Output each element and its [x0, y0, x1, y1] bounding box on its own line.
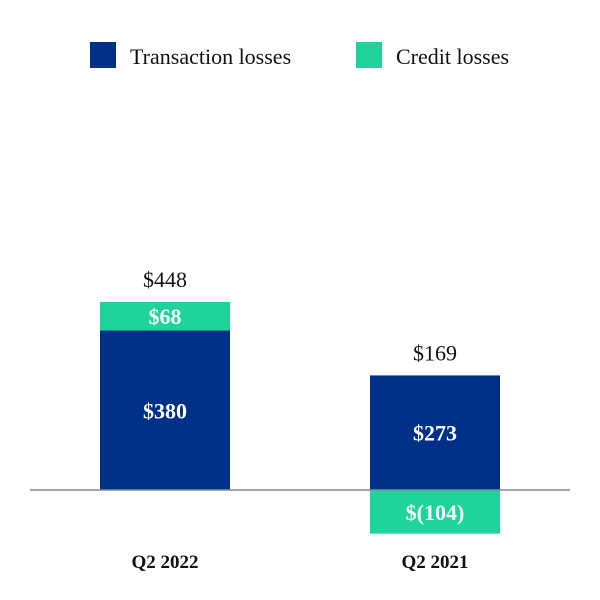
- bar-transaction-losses-q2-2022: [100, 330, 230, 490]
- category-label-q2-2021: Q2 2021: [401, 552, 468, 573]
- legend-label-credit-losses: Credit losses: [396, 44, 509, 69]
- data-label-transaction-losses-q2-2022: $380: [143, 398, 187, 423]
- category-label-q2-2022: Q2 2022: [131, 552, 198, 573]
- total-label-q2-2021: $169: [413, 340, 457, 365]
- chart-legend: Transaction losses Credit losses: [90, 42, 509, 69]
- data-label-credit-losses-q2-2021: $(104): [406, 500, 465, 525]
- bar-transaction-losses-q2-2021: [370, 375, 500, 490]
- total-label-q2-2022: $448: [143, 267, 187, 292]
- legend-swatch-credit-losses: [356, 42, 382, 68]
- bar-credit-losses-q2-2021: [370, 490, 500, 534]
- data-label-credit-losses-q2-2022: $68: [149, 304, 182, 329]
- legend-swatch-transaction-losses: [90, 42, 116, 68]
- plot-area: $380 $68 $448 Q2 2022 $273 $(104) $169 Q2 2021: [30, 267, 570, 573]
- legend-label-transaction-losses: Transaction losses: [130, 44, 291, 69]
- bar-credit-losses-q2-2022: [100, 301, 230, 331]
- data-label-transaction-losses-q2-2021: $273: [413, 421, 457, 446]
